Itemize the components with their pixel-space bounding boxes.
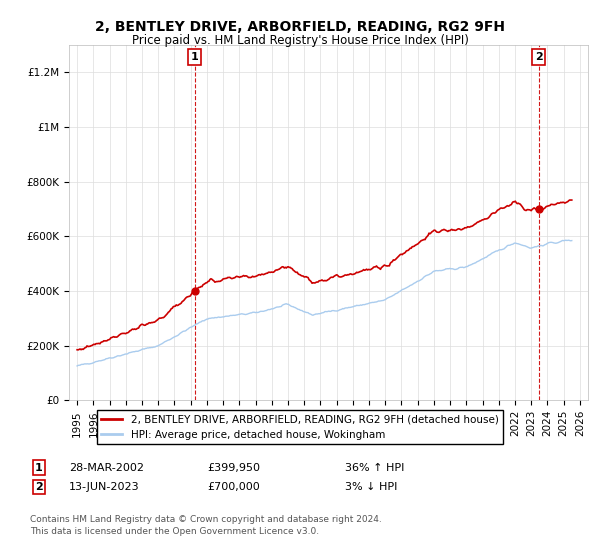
Text: 28-MAR-2002: 28-MAR-2002: [69, 463, 144, 473]
Text: 3% ↓ HPI: 3% ↓ HPI: [345, 482, 397, 492]
Text: £700,000: £700,000: [207, 482, 260, 492]
Text: Price paid vs. HM Land Registry's House Price Index (HPI): Price paid vs. HM Land Registry's House …: [131, 34, 469, 46]
Text: 2, BENTLEY DRIVE, ARBORFIELD, READING, RG2 9FH: 2, BENTLEY DRIVE, ARBORFIELD, READING, R…: [95, 20, 505, 34]
Text: 1: 1: [191, 52, 199, 62]
Text: Contains HM Land Registry data © Crown copyright and database right 2024.: Contains HM Land Registry data © Crown c…: [30, 515, 382, 524]
Text: 36% ↑ HPI: 36% ↑ HPI: [345, 463, 404, 473]
Text: £399,950: £399,950: [207, 463, 260, 473]
Text: 1: 1: [35, 463, 43, 473]
Text: 13-JUN-2023: 13-JUN-2023: [69, 482, 140, 492]
Legend: 2, BENTLEY DRIVE, ARBORFIELD, READING, RG2 9FH (detached house), HPI: Average pr: 2, BENTLEY DRIVE, ARBORFIELD, READING, R…: [97, 410, 503, 444]
Text: 2: 2: [35, 482, 43, 492]
Text: This data is licensed under the Open Government Licence v3.0.: This data is licensed under the Open Gov…: [30, 528, 319, 536]
Text: 2: 2: [535, 52, 542, 62]
